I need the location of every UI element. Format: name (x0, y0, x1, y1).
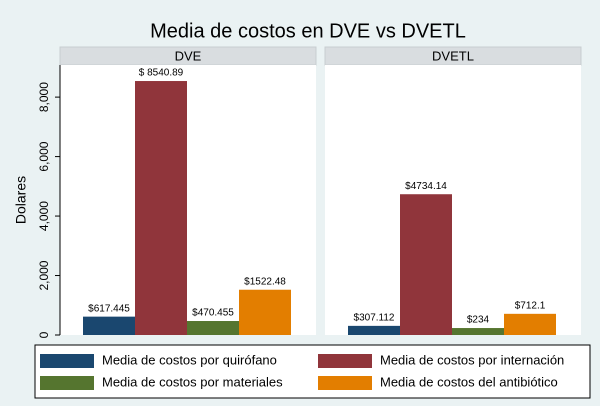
y-tick-label: 2,000 (37, 260, 51, 290)
y-tick-label: 6,000 (37, 141, 51, 171)
value-label: $1522.48 (244, 276, 286, 287)
value-label: $ 8540.89 (139, 68, 184, 79)
value-label: $712.1 (515, 300, 546, 311)
y-tick-label: 0 (37, 331, 51, 338)
legend-label: Media de costos por internación (380, 352, 564, 367)
legend-swatch (40, 354, 94, 368)
chart-title: Media de costos en DVE vs DVETL (150, 20, 466, 42)
legend-label: Media de costos del antibiótico (380, 374, 558, 389)
bar (187, 321, 239, 335)
legend-box (34, 344, 591, 399)
legend-label: Media de costos por materiales (102, 374, 283, 389)
value-label: $307.112 (354, 313, 395, 324)
legend-swatch (40, 376, 94, 390)
bar (239, 289, 291, 335)
value-label: $470.455 (192, 308, 234, 319)
bar (348, 325, 400, 335)
value-label: $234 (467, 315, 490, 326)
panel-title: DVE (175, 48, 202, 63)
bar (400, 194, 452, 335)
legend-swatch (318, 376, 372, 390)
bar (504, 313, 556, 335)
y-tick-label: 4,000 (37, 201, 51, 231)
y-axis-title: Dolares (13, 176, 29, 224)
plot-area (325, 65, 581, 335)
legend-label: Media de costos por quirófano (102, 352, 277, 367)
value-label: $4734.14 (405, 181, 447, 192)
y-tick-label: 8,000 (37, 82, 51, 112)
bar (83, 316, 135, 335)
legend-swatch (318, 354, 372, 368)
panel-title: DVETL (432, 48, 474, 63)
value-label: $617.445 (88, 303, 130, 314)
bar (452, 328, 504, 335)
bar (135, 81, 187, 335)
